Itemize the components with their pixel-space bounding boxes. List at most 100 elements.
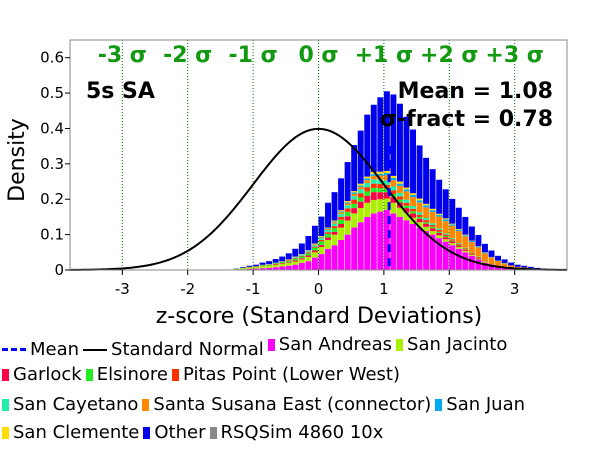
bar-segment-pitas-point-lower-west- (344, 208, 351, 212)
bar-segment-san-andreas (377, 211, 384, 270)
bar-segment-san-juan (396, 183, 403, 186)
bar-segment-san-jacinto (305, 256, 312, 262)
bar-segment-garlock (377, 192, 384, 200)
bar-segment-garlock (475, 257, 482, 259)
bar-segment-garlock (423, 223, 430, 227)
bar-segment-pitas-point-lower-west- (364, 187, 371, 192)
bar-segment-pitas-point-lower-west- (298, 255, 305, 257)
sigma-label: 0 σ (298, 43, 338, 68)
bar-segment-other (521, 265, 528, 268)
bar-segment-pitas-point-lower-west- (403, 202, 410, 206)
legend-swatch (2, 368, 9, 381)
bar-segment-san-andreas (410, 224, 416, 270)
legend-row: San Clemente Other RSQSim 4860 10x (2, 422, 387, 446)
bar-segment-elsinore (364, 191, 371, 196)
bar-segment-pitas-point-lower-west- (370, 183, 377, 188)
bar-segment-garlock (305, 255, 312, 257)
bar-segment-other (429, 169, 436, 209)
bar-segment-pitas-point-lower-west- (331, 226, 338, 229)
bar-segment-san-cayetano (344, 205, 351, 209)
bar-segment-santa-susana-east-connector- (429, 211, 436, 224)
bar-segment-pitas-point-lower-west- (357, 193, 364, 198)
legend-row: San Cayetano Santa Susana East (connector… (2, 394, 529, 418)
bar-segment-elsinore (403, 205, 410, 209)
bar-segment-san-jacinto (364, 202, 371, 217)
bar-segment-san-andreas (351, 227, 358, 270)
bar-segment-san-andreas (501, 267, 508, 270)
standard-normal-curve (69, 127, 568, 271)
legend-label: Other (154, 422, 206, 443)
bar-segment-san-jacinto (455, 247, 462, 249)
sigma-label: -3 σ (98, 43, 147, 68)
bar-segment-other (253, 264, 260, 267)
bar-segment-san-juan (442, 219, 449, 222)
bar-segment-san-andreas (449, 245, 456, 270)
bar-segment-santa-susana-east-connector- (311, 244, 318, 246)
y-tick-label: 0.1 (40, 226, 64, 244)
bar-segment-san-andreas (325, 248, 331, 270)
bar-segment-other (468, 226, 475, 241)
bar-segment-san-juan (416, 200, 423, 203)
y-tick-label: 0.5 (40, 84, 64, 102)
bar-segment-san-juan (370, 174, 377, 176)
bar-segment-san-andreas (331, 245, 338, 270)
bar-segment-san-clemente (436, 213, 443, 215)
bar-segment-san-jacinto (344, 220, 351, 235)
bar-segment-san-andreas (338, 239, 345, 270)
bar-segment-other (449, 198, 456, 224)
bar-segment-san-cayetano (364, 182, 371, 188)
bar-segment-san-clemente (383, 170, 390, 174)
bar-segment-garlock (416, 218, 423, 223)
bar-segment-pitas-point-lower-west- (311, 246, 318, 248)
bar-segment-pitas-point-lower-west- (436, 230, 443, 232)
bar-segment-other (396, 103, 403, 182)
sigma-labels: -3 σ -2 σ -1 σ 0 σ +1 σ +2 σ +3 σ (98, 43, 544, 68)
y-tick-label: 0.3 (40, 155, 64, 173)
bar-segment-san-juan (455, 229, 462, 232)
bar-segment-san-clemente (449, 223, 456, 225)
legend-item: Other (143, 422, 206, 443)
bar-segment-santa-susana-east-connector- (495, 260, 502, 266)
bar-segment-elsinore (455, 244, 462, 246)
bar-segment-san-andreas (455, 248, 462, 270)
bar-segment-elsinore (423, 222, 430, 224)
bar-segment-other (416, 145, 423, 199)
bar-segment-san-clemente (357, 183, 364, 186)
bar-segment-other (246, 265, 253, 267)
bar-segment-san-clemente (331, 220, 338, 222)
bar-segment-san-cayetano (357, 189, 364, 194)
bar-segment-elsinore (436, 231, 443, 233)
x-tick-label: 3 (510, 280, 520, 298)
bar-segment-santa-susana-east-connector- (475, 247, 482, 257)
bar-segment-other (534, 267, 541, 269)
bar-segment-san-andreas (259, 268, 266, 270)
bar-segment-san-jacinto (377, 199, 384, 212)
bar-segment-santa-susana-east-connector- (416, 202, 423, 213)
bar-segment-elsinore (298, 256, 305, 259)
bar-segment-san-clemente (423, 203, 430, 206)
bar-segment-san-cayetano (396, 192, 403, 197)
bar-segment-elsinore (344, 211, 351, 217)
bar-segment-san-clemente (344, 201, 351, 203)
legend-row: Mean Standard Normal San Andreas San Jacint… (2, 334, 511, 360)
bar-segment-san-cayetano (311, 245, 318, 247)
bar-segment-santa-susana-east-connector- (468, 242, 475, 253)
bar-segment-san-clemente (377, 171, 384, 174)
x-tick-label: -2 (180, 280, 195, 298)
bar-segment-other (311, 225, 318, 244)
y-axis-label: Density (5, 118, 30, 202)
bar-segment-san-andreas (436, 238, 443, 270)
bar-segment-elsinore (325, 233, 331, 238)
bar-segment-san-juan (325, 228, 331, 229)
bar-segment-san-clemente (429, 208, 436, 211)
bar-segment-garlock (285, 262, 292, 263)
bar-segment-other (403, 116, 410, 188)
bar-segment-elsinore (292, 259, 299, 261)
bar-segment-san-juan (383, 173, 390, 176)
bar-segment-pitas-point-lower-west- (338, 216, 345, 220)
bar-segment-san-jacinto (429, 231, 436, 235)
bar-segment-garlock (383, 192, 390, 199)
bar-segment-pitas-point-lower-west- (285, 260, 292, 262)
legend-label: Mean (30, 338, 80, 360)
